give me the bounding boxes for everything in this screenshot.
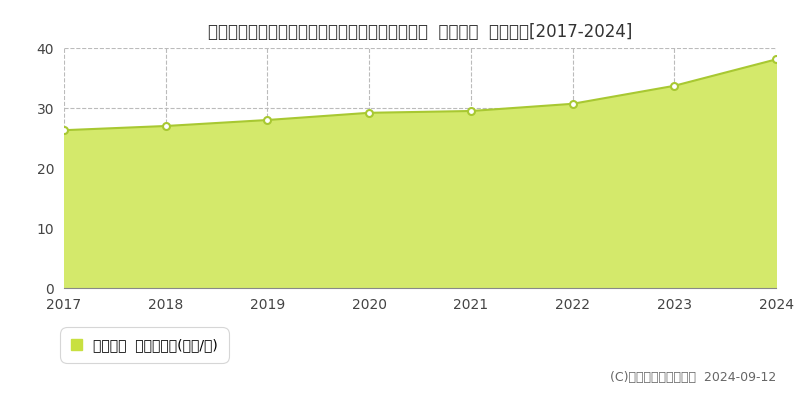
Title: 北海道札幌市西区八軒１条東５丁目７２５番５外  地価公示  地価推移[2017-2024]: 北海道札幌市西区八軒１条東５丁目７２５番５外 地価公示 地価推移[2017-20…: [208, 23, 632, 41]
Legend: 地価公示  平均坪単価(万円/坪): 地価公示 平均坪単価(万円/坪): [64, 331, 225, 359]
Text: (C)土地価格ドットコム  2024-09-12: (C)土地価格ドットコム 2024-09-12: [610, 371, 776, 384]
